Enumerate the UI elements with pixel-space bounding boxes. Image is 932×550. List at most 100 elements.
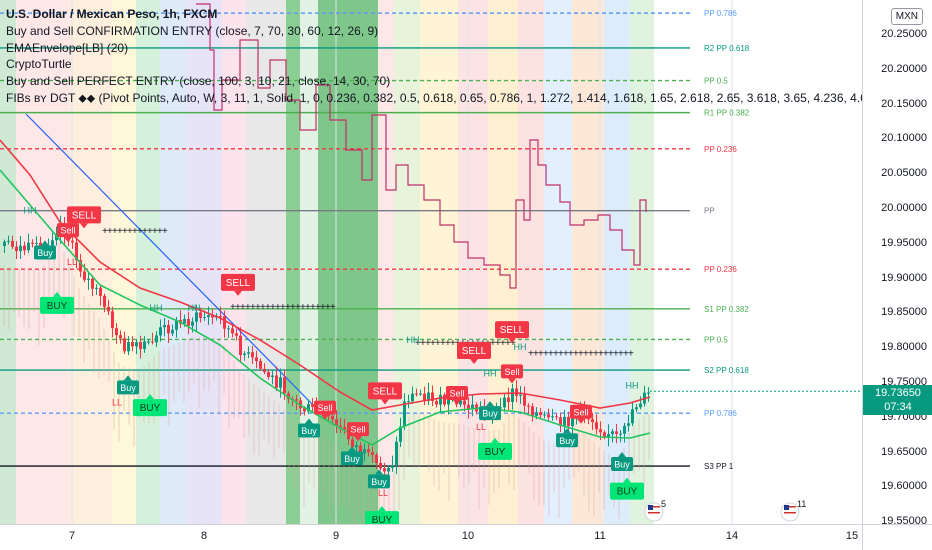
candle-body bbox=[503, 397, 506, 408]
candle-body bbox=[359, 445, 362, 454]
signal-arrow bbox=[64, 237, 72, 243]
candle-body bbox=[15, 246, 18, 252]
session-band bbox=[458, 0, 488, 524]
turtle-marker: + bbox=[568, 349, 574, 360]
signal-bg bbox=[495, 321, 529, 339]
signal-arrow bbox=[375, 469, 383, 475]
session-band bbox=[518, 0, 544, 524]
signal-label: Buy bbox=[556, 428, 578, 448]
candle-body bbox=[247, 352, 250, 354]
swing-label: LL bbox=[476, 422, 486, 432]
signal-bg bbox=[457, 342, 491, 360]
candle-body bbox=[283, 377, 286, 394]
signal-bg bbox=[298, 423, 320, 438]
signal-bg bbox=[347, 422, 369, 437]
pivot-level-label: PP bbox=[704, 207, 715, 216]
candle-body bbox=[115, 328, 118, 336]
candle-body bbox=[447, 398, 450, 405]
price-tick: 19.65000 bbox=[881, 445, 927, 458]
candle-body bbox=[103, 295, 106, 307]
candle-body bbox=[551, 416, 554, 418]
candle-body bbox=[187, 319, 190, 326]
swing-label: HH bbox=[407, 335, 420, 345]
candle-body bbox=[339, 425, 342, 428]
turtle-marker: + bbox=[533, 349, 539, 360]
turtle-marker: + bbox=[137, 226, 143, 237]
turtle-marker: + bbox=[162, 226, 168, 237]
time-tick: 15 bbox=[845, 530, 859, 542]
session-band bbox=[300, 0, 318, 524]
envelope-step-line bbox=[196, 3, 647, 289]
turtle-marker: + bbox=[588, 349, 594, 360]
turtle-marker: + bbox=[435, 338, 441, 349]
flag-stripe bbox=[784, 512, 796, 514]
candle-body bbox=[511, 388, 514, 403]
candle-body bbox=[111, 311, 114, 329]
time-axis[interactable]: 7 8 9 10 11 14 15 bbox=[0, 524, 862, 550]
indicator-confirmation-entry[interactable]: Buy and Sell CONFIRMATION ENTRY (close, … bbox=[6, 23, 379, 38]
session-band bbox=[488, 0, 518, 524]
turtle-marker: + bbox=[285, 302, 291, 313]
signal-arrow bbox=[618, 451, 626, 457]
session-band bbox=[136, 0, 160, 524]
axis-corner bbox=[862, 524, 932, 550]
symbol-title[interactable]: U.S. Dollar / Mexican Peso, 1h, FXCM bbox=[6, 7, 218, 21]
pivot-level-label: PP 0.5 bbox=[704, 335, 728, 344]
turtle-marker: + bbox=[510, 338, 516, 349]
candle-body bbox=[171, 329, 174, 334]
candle-body bbox=[211, 315, 214, 318]
candle-body bbox=[235, 333, 238, 336]
signal-bg bbox=[221, 273, 255, 291]
candle-body bbox=[639, 403, 642, 408]
signal-bg bbox=[501, 364, 523, 379]
signal-arrow bbox=[563, 428, 571, 434]
signal-label: SELL bbox=[495, 321, 529, 344]
turtle-marker: + bbox=[420, 338, 426, 349]
turtle-marker: + bbox=[300, 302, 306, 313]
candle-body bbox=[19, 245, 22, 252]
signal-label: BUY bbox=[610, 477, 644, 500]
chart-pane[interactable]: PP 0.786 R2 PP 0.618 PP 0.5 R1 PP 0.382 PP 0… bbox=[0, 0, 862, 524]
ema-red-line bbox=[0, 139, 651, 411]
signal-text: BUY bbox=[485, 447, 506, 458]
candle-body bbox=[307, 404, 310, 412]
indicator-crypto-turtle[interactable]: CryptoTurtle bbox=[6, 57, 72, 72]
turtle-marker: + bbox=[613, 349, 619, 360]
candle-body bbox=[623, 425, 626, 434]
currency-button[interactable]: MXN bbox=[890, 8, 923, 25]
price-axis[interactable]: MXN 20.25000 20.20000 20.15000 20.10000 20.0… bbox=[862, 0, 932, 527]
signal-text: Sell bbox=[350, 425, 365, 435]
candle-body bbox=[355, 445, 358, 448]
candle-body bbox=[331, 415, 334, 420]
signal-bg bbox=[368, 474, 390, 489]
candle-body bbox=[143, 341, 146, 350]
signal-arrow bbox=[124, 375, 132, 381]
indicator-perfect-entry[interactable]: Buy and Sell PERFECT ENTRY (close, 100, … bbox=[6, 74, 391, 89]
pivot-level-label: PP 0.236 bbox=[704, 145, 737, 154]
signal-bg bbox=[611, 456, 633, 471]
turtle-marker: + bbox=[548, 349, 554, 360]
candle-body bbox=[163, 325, 166, 328]
signal-label: SELL bbox=[457, 342, 491, 365]
candle-body bbox=[431, 392, 434, 402]
candle-body bbox=[547, 414, 550, 418]
candle-body bbox=[135, 342, 138, 347]
chart-canvas[interactable]: PP 0.786 R2 PP 0.618 PP 0.5 R1 PP 0.382 PP 0… bbox=[0, 0, 862, 524]
swing-label: HH bbox=[514, 342, 527, 352]
swing-label: HH bbox=[150, 303, 163, 313]
turtle-marker: + bbox=[157, 226, 163, 237]
indicator-fibs[interactable]: FIBs ʙʏ DGT ⬥⬥ (Pivot Points, Auto, W, 3… bbox=[6, 90, 862, 105]
signal-label: Buy bbox=[117, 375, 139, 395]
session-band bbox=[222, 0, 246, 524]
turtle-marker: + bbox=[553, 349, 559, 360]
flag-stripe bbox=[784, 515, 796, 517]
signal-arrow bbox=[577, 418, 585, 424]
flag-stripe bbox=[648, 512, 660, 514]
indicator-ema-envelope[interactable]: EMAEnvelope[LB] (20) bbox=[6, 40, 129, 55]
signal-label: Buy bbox=[34, 240, 56, 260]
event-flag-badge: 5 bbox=[644, 499, 666, 522]
flag-canton bbox=[648, 505, 653, 510]
candle-body bbox=[127, 342, 130, 352]
session-band bbox=[0, 0, 16, 524]
turtle-marker: + bbox=[117, 226, 123, 237]
